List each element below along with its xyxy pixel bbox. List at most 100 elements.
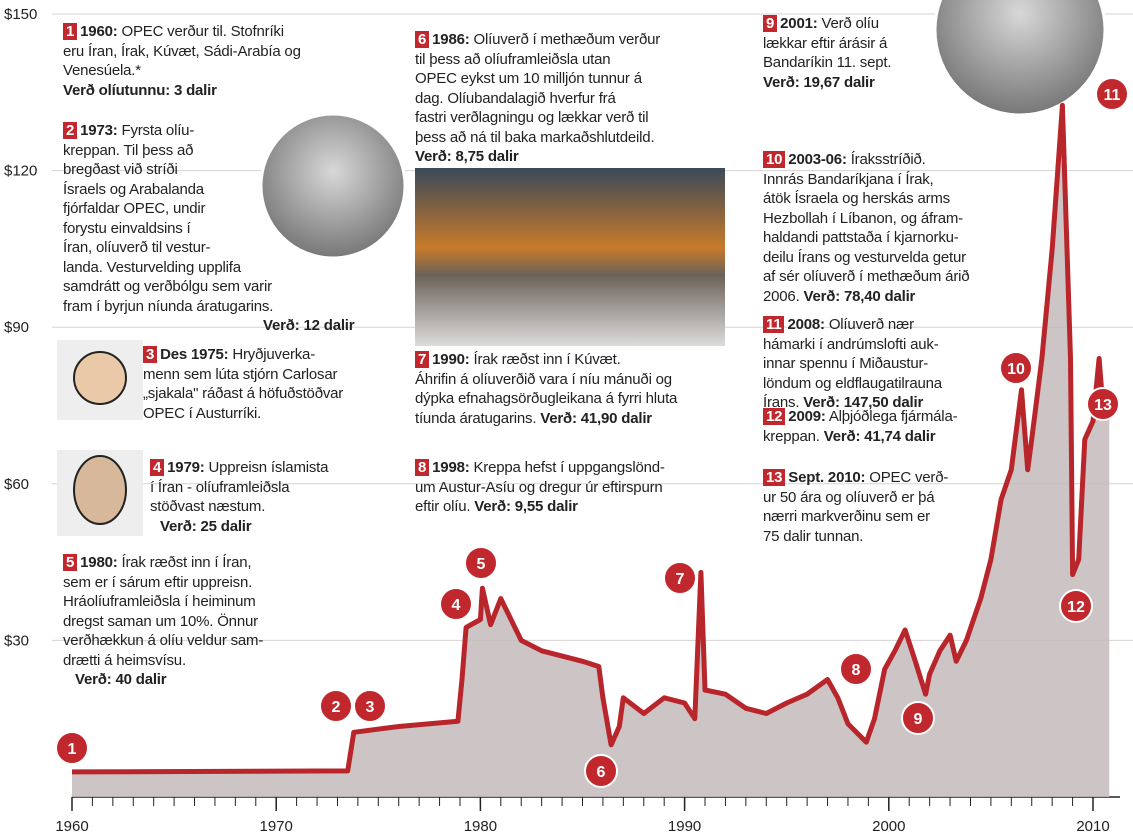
y-tick-label: $60 [4, 476, 29, 493]
note-text: 75 dalir tunnan. [763, 528, 863, 545]
note-text: stöðvast næstum. [150, 498, 265, 515]
note-number: 9 [763, 15, 777, 32]
note-heading: 1979: [167, 459, 204, 476]
note-text: lækkar eftir árásir á [763, 35, 887, 52]
note-line: innar spennu í Miðaustur- [763, 354, 942, 374]
note-text: fjórfaldar OPEC, undir [63, 200, 205, 217]
note-number: 3 [143, 346, 157, 363]
note-number: 7 [415, 351, 429, 368]
note-text: OPEC í Austurríki. [143, 405, 261, 422]
note-text: tíunda áratugarins. [415, 410, 536, 427]
note-line: eftir olíu. Verð: 9,55 dalir [415, 497, 665, 517]
note-text: Bandaríkin 11. sept. [763, 54, 891, 71]
note-line: bregðast við stríði [63, 160, 354, 180]
event-marker-label: 13 [1094, 397, 1112, 414]
note-line: ur 50 ára og olíuverð er þá [763, 488, 948, 508]
note-text: Hryðjuverka- [232, 346, 315, 363]
photo [415, 168, 725, 346]
event-marker-label: 8 [852, 662, 861, 679]
note-price: Verð: 40 dalir [75, 671, 166, 688]
note-line: 51980: Írak ræðst inn í Íran, [63, 553, 263, 573]
event-marker-label: 11 [1104, 87, 1121, 104]
note-text: drætti á heimsvísu. [63, 652, 186, 669]
note-text: sem er í sárum eftir uppreisn. [63, 574, 252, 591]
note-number: 8 [415, 459, 429, 476]
note-number: 2 [63, 122, 77, 139]
note-text: nærri markverðinu sem er [763, 508, 930, 525]
note-text: dregst saman um 10%. Önnur [63, 613, 258, 630]
note-line: 122009: Alþjóðlega fjármála- [763, 407, 957, 427]
note-text: Uppreisn íslamista [209, 459, 329, 476]
note-heading: Sept. 2010: [788, 469, 865, 486]
x-tick-label: 1990 [668, 818, 701, 835]
note-line: 2006. Verð: 78,40 dalir [763, 287, 969, 307]
note-line: Hráolíuframleiðsla í heiminum [63, 592, 263, 612]
event-marker-label: 6 [597, 764, 606, 781]
note-line: stöðvast næstum. [150, 497, 328, 517]
event-marker-label: 10 [1007, 361, 1025, 378]
note-price: Verð: 8,75 dalir [415, 148, 519, 165]
note-line: „sjakala" ráðast á höfuðstöðvar [143, 384, 343, 404]
note-text: eftir olíu. [415, 498, 470, 515]
note-text: haldandi pattstaða í kjarnorku- [763, 229, 959, 246]
note-heading: 2001: [780, 15, 817, 32]
note-line: í Íran - olíuframleiðsla [150, 478, 328, 498]
note-text: Íraksstríðið. [851, 151, 926, 168]
note-text: í Íran - olíuframleiðsla [150, 479, 289, 496]
event-marker-label: 5 [477, 556, 486, 573]
x-tick-label: 2000 [872, 818, 905, 835]
note-number: 1 [63, 23, 77, 40]
event-marker-label: 9 [914, 711, 923, 728]
note-line: dregst saman um 10%. Önnur [63, 612, 263, 632]
note-text: kreppan. Til þess að [63, 142, 193, 159]
note-line: þess að ná til baka markaðshlutdeild. [415, 128, 660, 148]
note-heading: 1980: [80, 554, 117, 571]
note-text: til þess að olíuframleiðsla utan [415, 51, 610, 68]
note-text: löndum og eldflaugatilrauna [763, 375, 942, 392]
note-text: átök Ísraela og herskás arms [763, 190, 950, 207]
note-text: menn sem lúta stjórn Carlosar [143, 366, 337, 383]
note-heading: Des 1975: [160, 346, 228, 363]
note-text: Innrás Bandaríkjana í Írak, [763, 171, 934, 188]
note-text: OPEC eykst um 10 milljón tunnur á [415, 70, 642, 87]
note-line: 112008: Olíuverð nær [763, 315, 942, 335]
note-price: Verð: 41,74 dalir [824, 428, 936, 445]
note-text: samdrátt og verðbólgu sem varir [63, 278, 272, 295]
event-note: 122009: Alþjóðlega fjármála-kreppan. Ver… [763, 407, 957, 446]
note-line: kreppan. Verð: 41,74 dalir [763, 427, 957, 447]
note-number: 5 [63, 554, 77, 571]
note-line: Verð: 40 dalir [63, 670, 263, 690]
note-text: um Austur-Asíu og dregur úr eftirspurn [415, 479, 663, 496]
note-line: drætti á heimsvísu. [63, 651, 263, 671]
note-text: Írak ræðst inn í Kúvæt. [474, 351, 621, 368]
note-number: 12 [763, 408, 785, 425]
note-line: af sér olíuverð í methæðum árið [763, 267, 969, 287]
note-line: Innrás Bandaríkjana í Írak, [763, 170, 969, 190]
note-text: fastri verðlagningu og lækkar verð til [415, 109, 648, 126]
note-heading: 2009: [788, 408, 825, 425]
event-marker-label: 12 [1067, 599, 1085, 616]
note-price: Verð: 25 dalir [160, 518, 251, 535]
note-text: deilu Írans og vesturvelda getur [763, 249, 966, 266]
note-price: Verð: 12 dalir [263, 317, 354, 334]
note-line: 75 dalir tunnan. [763, 527, 948, 547]
y-tick-label: $90 [4, 319, 29, 336]
note-line: um Austur-Asíu og dregur úr eftirspurn [415, 478, 665, 498]
portrait [74, 456, 126, 524]
note-heading: 2003-06: [788, 151, 846, 168]
note-line: forystu einvaldsins í [63, 219, 354, 239]
note-text: Venesúela.* [63, 62, 141, 79]
note-price: Verð olíutunnu: 3 dalir [63, 82, 217, 99]
note-line: sem er í sárum eftir uppreisn. [63, 573, 263, 593]
note-line: nærri markverðinu sem er [763, 507, 948, 527]
note-line: Verð: 12 dalir [63, 316, 354, 336]
note-line: dag. Olíubandalagið hverfur frá [415, 89, 660, 109]
note-heading: 1998: [432, 459, 469, 476]
portrait [74, 352, 126, 404]
